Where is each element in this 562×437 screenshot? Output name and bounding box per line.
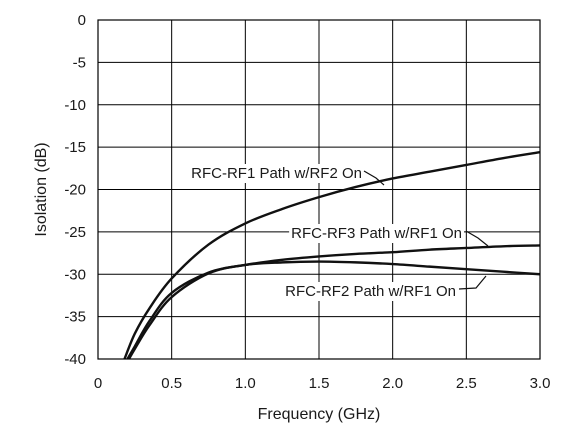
annotations: RFC-RF1 Path w/RF2 On RFC-RF3 Path w/RF1 … <box>189 164 489 301</box>
y-tick-label: -35 <box>64 309 86 326</box>
x-tick-label: 2.5 <box>456 375 477 392</box>
curves <box>123 151 541 360</box>
x-tick-label: 0 <box>94 375 102 392</box>
y-tick-label: -5 <box>73 54 86 71</box>
annotation-background <box>289 224 464 243</box>
y-tick-label: -20 <box>64 182 86 199</box>
series-line-1 <box>123 151 541 360</box>
annotation-leader-3 <box>458 275 487 290</box>
annotation-leader-2 <box>465 230 489 247</box>
x-tick-label: 2.0 <box>382 375 403 392</box>
annotation-background <box>189 164 364 183</box>
series-annotation-1: RFC-RF1 Path w/RF2 On <box>191 165 362 182</box>
series-line-3 <box>127 260 541 360</box>
annotation-leader-1 <box>363 170 385 186</box>
tick-labels: 0 0.5 1.0 1.5 2.0 2.5 3.0 0 -5 -10 -15 -20 -25 -30 -35… <box>64 12 550 392</box>
y-tick-label: 0 <box>78 12 86 29</box>
series-annotation-2: RFC-RF3 Path w/RF1 On <box>291 225 462 242</box>
y-tick-label: -30 <box>64 266 86 283</box>
y-tick-label: -15 <box>64 139 86 156</box>
series-annotation-3: RFC-RF2 Path w/RF1 On <box>285 283 456 300</box>
y-tick-label: -10 <box>64 97 86 114</box>
x-axis-title: Frequency (GHz) <box>258 406 381 423</box>
y-tick-label: -25 <box>64 224 86 241</box>
annotation-background <box>283 282 458 301</box>
y-tick-label: -40 <box>64 351 86 368</box>
grid <box>97 19 541 360</box>
series-line-2 <box>126 244 541 360</box>
x-tick-label: 1.0 <box>235 375 256 392</box>
x-tick-label: 1.5 <box>309 375 330 392</box>
plot-frame <box>97 19 541 360</box>
x-tick-label: 0.5 <box>161 375 182 392</box>
y-axis-title: Isolation (dB) <box>33 142 50 236</box>
x-tick-label: 3.0 <box>530 375 551 392</box>
